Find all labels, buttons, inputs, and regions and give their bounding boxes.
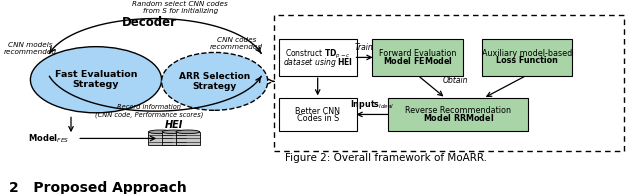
Text: Obtain: Obtain	[442, 76, 468, 85]
Text: Fast Evaluation
Strategy: Fast Evaluation Strategy	[55, 70, 137, 89]
Ellipse shape	[148, 130, 172, 134]
FancyBboxPatch shape	[372, 39, 463, 76]
FancyBboxPatch shape	[278, 98, 356, 131]
Text: Codes in S: Codes in S	[296, 114, 339, 123]
Ellipse shape	[162, 130, 186, 134]
Text: Construct $\mathbf{TD}_{p-c}$: Construct $\mathbf{TD}_{p-c}$	[285, 48, 351, 61]
Text: Better CNN: Better CNN	[295, 107, 340, 116]
FancyBboxPatch shape	[482, 39, 572, 76]
Text: Random select CNN codes
from S for initializing: Random select CNN codes from S for initi…	[132, 1, 228, 14]
FancyBboxPatch shape	[148, 132, 172, 145]
Ellipse shape	[31, 47, 161, 113]
Text: Forward Evaluation: Forward Evaluation	[379, 49, 456, 58]
Text: Reverse Recommendation: Reverse Recommendation	[405, 106, 511, 115]
Text: Train: Train	[355, 43, 374, 52]
Text: CNN models
recommended: CNN models recommended	[4, 42, 57, 55]
Text: CNN codes
recommended: CNN codes recommended	[210, 37, 263, 50]
Ellipse shape	[176, 130, 200, 134]
Text: 2   Proposed Approach: 2 Proposed Approach	[8, 181, 186, 194]
Text: Record information
(CNN code, Performance scores): Record information (CNN code, Performanc…	[95, 104, 204, 118]
FancyBboxPatch shape	[388, 98, 529, 131]
Text: Figure 2: Overall framework of MoARR.: Figure 2: Overall framework of MoARR.	[285, 153, 488, 163]
Ellipse shape	[161, 52, 268, 110]
FancyBboxPatch shape	[162, 132, 186, 145]
Text: Loss Function: Loss Function	[496, 56, 558, 65]
Text: ARR Selection
Strategy: ARR Selection Strategy	[179, 72, 250, 91]
Text: Auxiliary model-based: Auxiliary model-based	[482, 49, 572, 58]
Text: Model $\mathbf{FEModel}$: Model $\mathbf{FEModel}$	[383, 55, 452, 66]
Text: HEI: HEI	[165, 120, 183, 130]
Text: dataset using $\mathbf{HEI}$: dataset using $\mathbf{HEI}$	[283, 56, 353, 69]
Text: $\mathbf{Model}_{FES}$: $\mathbf{Model}_{FES}$	[28, 132, 70, 145]
Text: Decoder: Decoder	[122, 16, 177, 29]
FancyBboxPatch shape	[176, 132, 200, 145]
Text: $\mathbf{Inputs}_{Ideal}$: $\mathbf{Inputs}_{Ideal}$	[350, 98, 394, 111]
FancyBboxPatch shape	[278, 39, 356, 76]
Text: Model $\mathbf{RRModel}$: Model $\mathbf{RRModel}$	[422, 112, 494, 123]
